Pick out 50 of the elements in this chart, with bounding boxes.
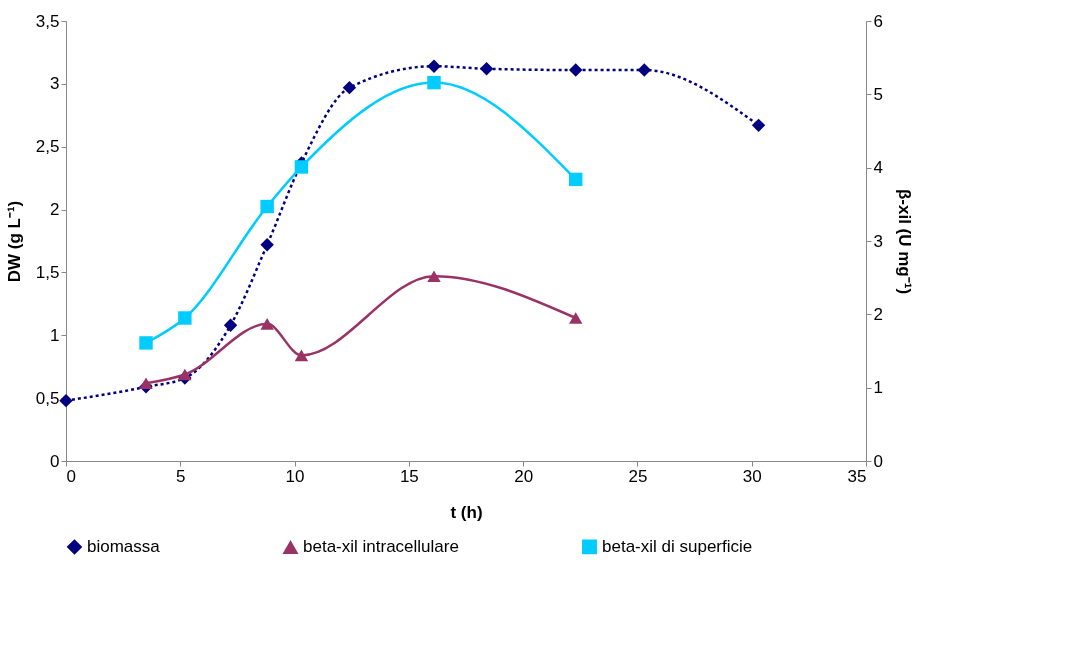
y2-tick-label: 1	[873, 378, 883, 398]
point	[637, 63, 651, 77]
y-tick-label: 3	[50, 74, 60, 94]
x-tick-label: 15	[399, 466, 419, 486]
point	[260, 238, 274, 252]
point	[260, 199, 274, 214]
point	[427, 59, 441, 73]
point	[294, 160, 309, 174]
y-axis-title: DW (g L⁻¹)	[4, 200, 24, 283]
point	[569, 172, 583, 187]
point	[427, 75, 441, 90]
y2-tick-label: 4	[873, 158, 883, 178]
point	[223, 318, 238, 332]
y2-tick-label: 3	[873, 231, 883, 251]
y-tick-label: 1,5	[35, 262, 60, 282]
x-tick-label: 25	[628, 466, 648, 486]
y2-tick-label: 2	[873, 304, 883, 324]
point	[59, 393, 73, 408]
y-tick-label: 1	[50, 325, 60, 345]
x-tick-label: 0	[66, 466, 76, 486]
x-axis-title: t (h)	[450, 502, 483, 522]
y-tick-label: 0,5	[35, 388, 60, 408]
y2-axis-title: β-xil (U mg⁻¹)	[894, 188, 914, 295]
y-tick-label: 0	[50, 451, 60, 471]
legend-label: beta-xil intracellulare	[303, 537, 459, 557]
point	[569, 312, 583, 324]
y2-tick-label: 6	[873, 11, 883, 31]
point	[342, 80, 357, 95]
point	[569, 63, 583, 77]
point	[751, 118, 766, 133]
y-tick-label: 3,5	[35, 11, 60, 31]
x-tick-label: 35	[847, 466, 867, 486]
y-tick-label: 2,5	[35, 137, 60, 157]
point	[139, 336, 153, 350]
x-tick-label: 10	[285, 466, 305, 486]
point	[294, 349, 309, 362]
y2-tick-label: 0	[873, 451, 883, 471]
legend-label: beta-xil di superficie	[602, 536, 753, 556]
point	[178, 311, 192, 325]
point	[139, 377, 153, 390]
y-tick-label: 2	[50, 200, 60, 220]
x-tick-label: 20	[514, 466, 534, 486]
x-tick-label: 5	[176, 466, 186, 486]
point	[479, 62, 494, 76]
x-tick-label: 30	[742, 466, 762, 486]
point	[178, 368, 192, 381]
y2-tick-label: 5	[873, 84, 883, 104]
point	[260, 318, 274, 330]
point	[427, 270, 441, 283]
legend-label: biomassa	[87, 536, 161, 556]
